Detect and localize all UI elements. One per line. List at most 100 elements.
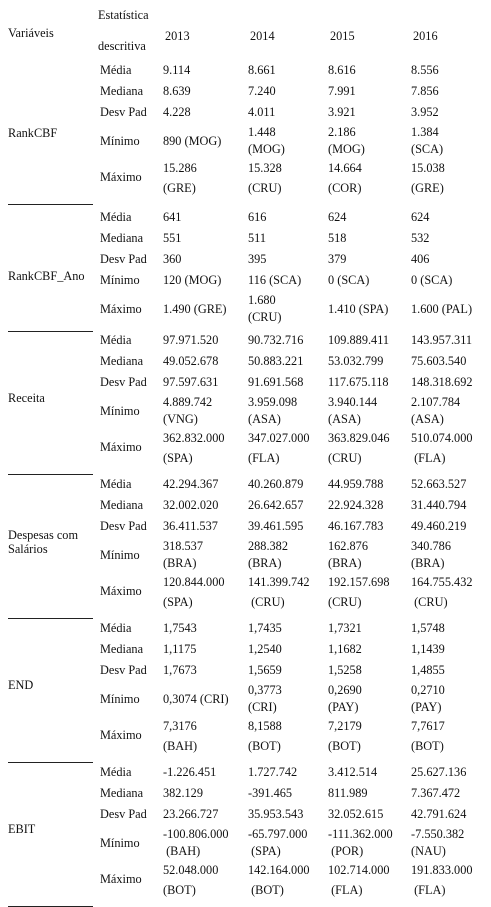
statistic-label: Máximo	[100, 728, 142, 742]
table-cell: 97.971.520	[163, 333, 219, 347]
table-cell: 362.832.000 (SPA)	[163, 431, 224, 471]
table-cell: 4.889.742 (VNG)	[163, 395, 212, 429]
table-cell: 75.603.540	[411, 354, 467, 368]
header-year-2013: 2013	[165, 29, 190, 43]
table-cell: 0,3074 (CRI)	[163, 692, 229, 706]
cell-club-code: (PAY)	[411, 700, 442, 714]
header-variables: Variáveis	[8, 26, 54, 40]
statistic-label: Mediana	[100, 84, 144, 98]
table-cell: 36.411.537	[163, 519, 218, 533]
statistic-label: Desv Pad	[100, 663, 147, 677]
statistic-label: Mediana	[100, 231, 144, 245]
table-cell: 3.959.098 (ASA)	[248, 395, 297, 429]
table-row: Mediana 32.002.020 26.642.657 22.924.328 31.…	[0, 497, 491, 518]
table-row: Mínimo 120 (MOG) 116 (SCA) 0 (SCA) 0 (SCA)	[0, 272, 491, 293]
table-cell: 15.038 (GRE)	[411, 161, 445, 201]
table-cell: 551	[163, 231, 182, 245]
table-row: Média 9.114 8.661 8.616 8.556	[0, 62, 491, 83]
cell-value: 0,3773	[248, 683, 282, 697]
statistic-label: Mediana	[100, 498, 144, 512]
table-row: Mínimo 890 (MOG) 1.448 (MOG) 2.186 (MOG) 1.384…	[0, 125, 491, 161]
group-rankcbf-ano: RankCBF_Ano Média 641 616 624 624 Mediana 551 51…	[0, 209, 491, 332]
table-cell: 1,7321	[328, 621, 362, 635]
statistic-label: Máximo	[100, 302, 142, 316]
group-underline	[8, 474, 93, 475]
cell-value: 2.186	[328, 125, 356, 139]
table-row: Desv Pad 97.597.631 91.691.568 117.675.118 1…	[0, 374, 491, 395]
table-row: Máximo 7,3176 (BAH) 8,1588 (BOT) 7,2179 (BOT) 7…	[0, 719, 491, 761]
table-row: Mínimo 0,3074 (CRI) 0,3773 (CRI) 0,2690 (PAY)…	[0, 683, 491, 719]
cell-club-code: (SPA)	[163, 595, 193, 609]
cell-value: -100.806.000	[163, 827, 229, 841]
table-cell: 518	[328, 231, 347, 245]
cell-value: 164.755.432	[411, 575, 473, 589]
cell-club-code: (BOT)	[163, 883, 196, 897]
table-cell: 1.727.742	[248, 765, 298, 779]
table-cell: 7.240	[248, 84, 276, 98]
cell-value: 288.382	[248, 539, 288, 553]
table-cell: 44.959.788	[328, 477, 384, 491]
table-cell: 14.664 (COR)	[328, 161, 362, 201]
group-underline	[8, 204, 93, 205]
table-cell: 288.382 (BRA)	[248, 539, 288, 573]
group-rankcbf: RankCBF Média 9.114 8.661 8.616 8.556 Mediana 8…	[0, 62, 491, 205]
statistic-label: Média	[100, 333, 132, 347]
cell-value: 1.680	[248, 293, 276, 307]
cell-club-code: (CRU)	[248, 310, 282, 324]
table-cell: 1,5659	[248, 663, 282, 677]
cell-club-code: (CRU)	[411, 595, 448, 609]
table-cell: 1.448 (MOG)	[248, 125, 285, 159]
table-cell: 42.791.624	[411, 807, 467, 821]
cell-value: 363.829.046	[328, 431, 390, 445]
table-cell: 3.952	[411, 105, 439, 119]
table-cell: 97.597.631	[163, 375, 219, 389]
table-cell: 15.328 (CRU)	[248, 161, 282, 201]
table-row: Desv Pad 1,7673 1,5659 1,5258 1,4855	[0, 662, 491, 683]
cell-value: -111.362.000	[328, 827, 393, 841]
cell-club-code: (CRU)	[328, 451, 362, 465]
table-cell: 8.556	[411, 63, 439, 77]
cell-value: 3.940.144	[328, 395, 378, 409]
header-statistic: Estatística descritiva	[98, 8, 168, 70]
table-cell: 53.032.799	[328, 354, 384, 368]
statistic-label: Máximo	[100, 440, 142, 454]
cell-value: 7,7617	[411, 719, 445, 733]
statistic-label: Mediana	[100, 642, 144, 656]
header-year-2014: 2014	[250, 29, 275, 43]
table-cell: 35.953.543	[248, 807, 304, 821]
group-end: END Média 1,7543 1,7435 1,7321 1,5748 Mediana 1…	[0, 620, 491, 763]
cell-value: 192.157.698	[328, 575, 390, 589]
cell-club-code: (POR)	[328, 844, 364, 858]
table-cell: 1,2540	[248, 642, 282, 656]
table-cell: -100.806.000 (BAH)	[163, 827, 229, 861]
table-cell: -111.362.000 (POR)	[328, 827, 393, 861]
group-receita: Receita Média 97.971.520 90.732.716 109.889.…	[0, 332, 491, 475]
table-row: Desv Pad 4.228 4.011 3.921 3.952	[0, 104, 491, 125]
table-cell: 1,1175	[163, 642, 197, 656]
cell-club-code: (CRU)	[248, 595, 285, 609]
cell-value: -7.550.382	[411, 827, 465, 841]
cell-club-code: (CRI)	[248, 700, 277, 714]
cell-value: 3.959.098	[248, 395, 298, 409]
cell-text: 1.410 (SPA)	[328, 302, 389, 316]
table-cell: 616	[248, 210, 267, 224]
table-cell: 49.052.678	[163, 354, 219, 368]
cell-club-code: (FLA)	[328, 883, 363, 897]
cell-club-code: (MOG)	[328, 142, 365, 156]
table-cell: 641	[163, 210, 182, 224]
cell-value: 120.844.000	[163, 575, 225, 589]
header-statistic-line2: descritiva	[98, 39, 146, 53]
cell-value: 318.537	[163, 539, 203, 553]
group-despesas-com-salarios: Despesas com Salários Média 42.294.367 40.2…	[0, 476, 491, 619]
table-cell: 340.786 (BRA)	[411, 539, 451, 573]
statistic-label: Mínimo	[100, 404, 140, 418]
statistic-label: Mediana	[100, 354, 144, 368]
group-underline	[8, 762, 93, 763]
cell-value: 15.286	[163, 161, 197, 175]
cell-club-code: (BRA)	[411, 556, 445, 570]
cell-value: 0,2690	[328, 683, 362, 697]
table-cell: 7.856	[411, 84, 439, 98]
cell-value: 1.384	[411, 125, 439, 139]
table-cell: 1.490 (GRE)	[163, 302, 227, 316]
table-cell: 1,7435	[248, 621, 282, 635]
